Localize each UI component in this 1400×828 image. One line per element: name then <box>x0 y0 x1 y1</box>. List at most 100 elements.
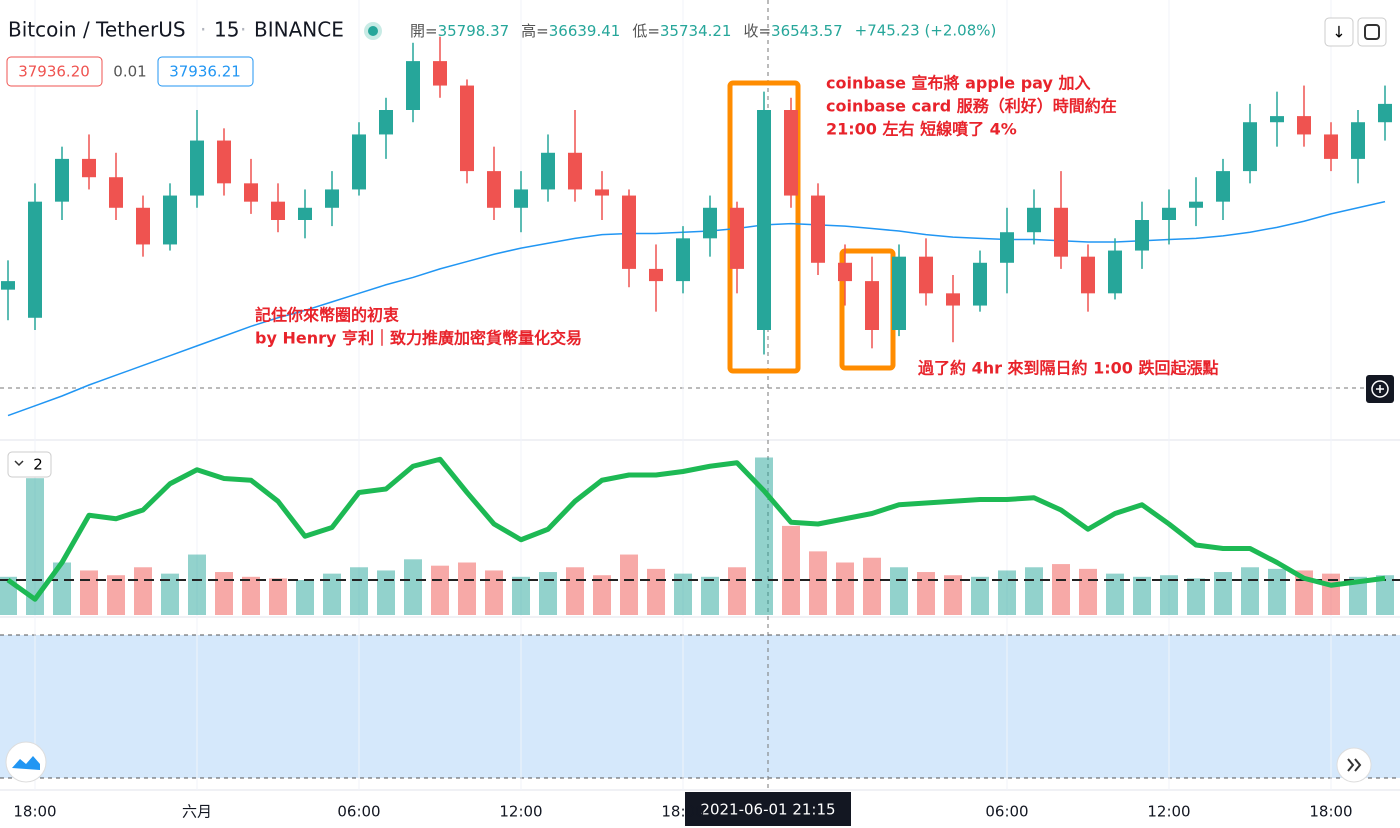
candle-body <box>244 183 258 202</box>
candle-body <box>1351 122 1365 159</box>
symbol: Bitcoin / TetherUS <box>8 18 186 42</box>
candle-body <box>838 262 852 282</box>
volume-bar <box>134 567 152 615</box>
candle-body <box>1027 207 1041 233</box>
add-icon <box>1371 380 1389 398</box>
volume-bar <box>917 572 935 615</box>
volume-bar <box>1106 573 1124 615</box>
x-tick-label: 六月 <box>182 803 212 821</box>
candle-body <box>1270 116 1284 123</box>
candle-body <box>1243 122 1257 172</box>
volume-bar <box>539 572 557 615</box>
annotation: coinbase 宣布將 apple pay 加入 <box>826 74 1091 93</box>
status-dot <box>368 26 378 36</box>
volume-bar <box>161 573 179 615</box>
candle-body <box>1189 201 1203 208</box>
candle-body <box>406 61 420 110</box>
x-tick-label: 18:00 <box>13 803 56 821</box>
volume-bar <box>296 580 314 615</box>
crosshair-time: 2021-06-01 21:15 <box>700 801 835 819</box>
x-tick-label: 06:00 <box>985 803 1028 821</box>
bid-box <box>6 56 103 87</box>
candle-body <box>109 177 123 208</box>
lower-pane <box>0 635 1400 778</box>
fullscreen-button[interactable] <box>1357 17 1387 47</box>
chevron-icon <box>14 460 24 467</box>
logo-icon <box>12 756 40 770</box>
oscillator-line <box>6 456 1386 602</box>
volume-bar <box>620 554 638 615</box>
volume-bar <box>53 562 71 615</box>
volume-bar <box>836 562 854 615</box>
scroll-button[interactable] <box>1324 17 1354 47</box>
candle-body <box>487 171 501 208</box>
volume-bar <box>647 568 665 615</box>
crosshair-time-box <box>685 792 851 826</box>
ohlc-item: 高=36639.41 <box>521 22 620 40</box>
candle-body <box>352 134 366 190</box>
logo-button[interactable] <box>5 741 47 783</box>
ohlc-item: 收=36543.57 <box>743 22 842 40</box>
separator: · <box>200 18 206 42</box>
annotation: 21:00 左右 短線噴了 4% <box>826 120 1017 139</box>
candle-body <box>568 152 582 190</box>
candle-body <box>676 238 690 282</box>
volume-bar <box>1349 576 1367 615</box>
volume-bar <box>107 575 125 615</box>
volume-bar <box>890 567 908 615</box>
ohlc-label: 開= <box>410 22 438 40</box>
volume-bar <box>782 525 800 615</box>
candle-body <box>541 152 555 190</box>
volume-bar <box>1187 578 1205 615</box>
add-icon <box>1376 385 1384 393</box>
candle-body <box>1297 116 1311 135</box>
interval: 15 <box>214 18 239 42</box>
volume-bar <box>1133 576 1151 615</box>
volume-bar <box>242 576 260 615</box>
candle-body <box>757 110 771 330</box>
volume-bar <box>1052 564 1070 615</box>
annotation: coinbase card 服務（利好）時間約在 <box>826 97 1117 116</box>
candle-body <box>730 207 744 269</box>
candle-body <box>433 61 447 86</box>
volume-bar <box>350 567 368 615</box>
ohlc-value: 35734.21 <box>660 22 732 40</box>
volume-bar <box>863 557 881 615</box>
volume-bar <box>971 576 989 615</box>
exchange: BINANCE <box>254 18 344 42</box>
candle-body <box>919 256 933 294</box>
volume-bar <box>404 559 422 615</box>
volume-bar <box>377 570 395 615</box>
x-tick-label: 12:00 <box>1147 803 1190 821</box>
candle-body <box>784 110 798 196</box>
volume-bar <box>809 551 827 615</box>
x-tick-label: 12:00 <box>499 803 542 821</box>
candle-body <box>28 201 42 318</box>
volume-bar <box>728 567 746 615</box>
candle-body <box>865 281 879 330</box>
ohlc-value: 36639.41 <box>549 22 621 40</box>
candle-body <box>271 201 285 220</box>
candle-body <box>1108 250 1122 294</box>
candle-body <box>298 207 312 220</box>
volume-bar <box>323 573 341 615</box>
candle-body <box>1081 256 1095 294</box>
indicator-toggle[interactable] <box>7 451 52 478</box>
separator: · <box>240 18 246 42</box>
candle-body <box>1216 171 1230 202</box>
candle-body <box>217 140 231 184</box>
fullscreen-icon <box>1364 24 1380 40</box>
volume-bar <box>431 565 449 615</box>
change: +745.23 (+2.08%) <box>855 22 997 40</box>
volume-bar <box>1160 575 1178 615</box>
volume-bar <box>701 576 719 615</box>
candle-body <box>1162 207 1176 220</box>
volume-bar <box>674 573 692 615</box>
candle-body <box>1378 103 1392 123</box>
candle-body <box>1324 134 1338 159</box>
x-tick-label: 06:00 <box>337 803 380 821</box>
volume-bar <box>1214 572 1232 615</box>
ohlc-label: 收= <box>743 22 771 40</box>
candle-body <box>811 195 825 263</box>
